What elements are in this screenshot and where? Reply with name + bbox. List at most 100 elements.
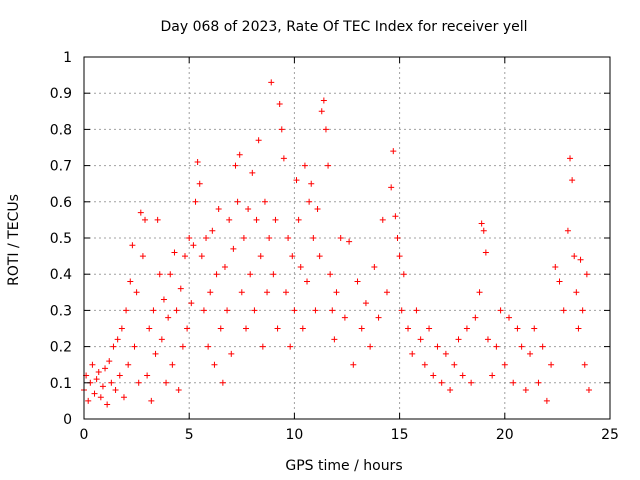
data-point bbox=[234, 198, 241, 205]
data-point bbox=[304, 278, 311, 285]
data-point bbox=[110, 343, 117, 350]
data-point bbox=[131, 343, 138, 350]
y-tick-label: 0.1 bbox=[50, 376, 72, 392]
y-tick-label: 0.9 bbox=[50, 86, 72, 102]
data-point bbox=[438, 379, 445, 386]
data-point bbox=[167, 271, 174, 278]
data-point bbox=[354, 278, 361, 285]
data-point bbox=[539, 343, 546, 350]
data-point bbox=[543, 397, 550, 404]
data-point bbox=[171, 249, 178, 256]
y-tick-label: 0.7 bbox=[50, 159, 72, 175]
data-point bbox=[232, 162, 239, 169]
data-point bbox=[577, 256, 584, 263]
data-point bbox=[463, 325, 470, 332]
data-point bbox=[217, 325, 224, 332]
data-point bbox=[146, 325, 153, 332]
data-point bbox=[85, 397, 92, 404]
data-point bbox=[243, 325, 250, 332]
data-point bbox=[236, 151, 243, 158]
data-point bbox=[484, 336, 491, 343]
y-tick-label: 0.5 bbox=[50, 231, 72, 247]
data-point bbox=[184, 325, 191, 332]
data-point bbox=[215, 206, 222, 213]
data-point bbox=[276, 101, 283, 108]
data-point bbox=[430, 372, 437, 379]
data-point bbox=[501, 361, 508, 368]
data-point bbox=[211, 361, 218, 368]
x-tick-label: 10 bbox=[285, 427, 303, 443]
plot-frame bbox=[83, 56, 611, 420]
data-point bbox=[301, 162, 308, 169]
data-point bbox=[327, 271, 334, 278]
data-point bbox=[268, 79, 275, 86]
data-point bbox=[186, 235, 193, 241]
data-point bbox=[341, 314, 348, 321]
data-point bbox=[240, 235, 247, 241]
data-point bbox=[95, 368, 102, 375]
data-point bbox=[152, 350, 159, 357]
y-tick-labels: 0 0.1 0.2 0.3 0.4 0.5 0.6 0.7 0.8 0.9 1 bbox=[50, 50, 72, 428]
data-point bbox=[405, 325, 412, 332]
data-point bbox=[556, 278, 563, 285]
x-tick-label: 20 bbox=[496, 427, 514, 443]
data-point bbox=[518, 343, 525, 350]
data-point bbox=[207, 289, 214, 296]
data-point bbox=[144, 372, 151, 379]
data-point bbox=[421, 361, 428, 368]
data-point bbox=[129, 242, 136, 249]
data-point bbox=[480, 227, 487, 234]
data-point bbox=[272, 216, 279, 223]
data-point bbox=[295, 216, 302, 223]
data-point bbox=[226, 216, 233, 223]
data-point bbox=[179, 343, 186, 350]
data-point bbox=[333, 289, 340, 296]
data-point bbox=[567, 155, 574, 162]
data-point bbox=[331, 336, 338, 343]
data-point bbox=[409, 350, 416, 357]
data-point bbox=[579, 307, 586, 314]
data-point bbox=[312, 307, 319, 314]
data-point bbox=[497, 307, 504, 314]
data-point bbox=[274, 325, 281, 332]
data-point bbox=[390, 148, 397, 155]
data-point bbox=[156, 271, 163, 278]
data-point bbox=[310, 235, 317, 241]
data-point bbox=[358, 325, 365, 332]
data-point bbox=[133, 289, 140, 296]
data-point bbox=[264, 289, 271, 296]
data-point bbox=[287, 343, 294, 350]
x-tick-label: 0 bbox=[80, 427, 89, 443]
data-point bbox=[282, 289, 289, 296]
data-point bbox=[573, 289, 580, 296]
x-tick-labels: 0 5 10 15 20 25 bbox=[80, 427, 619, 443]
data-point bbox=[325, 162, 332, 169]
y-tick-label: 1 bbox=[63, 50, 72, 66]
data-point bbox=[396, 253, 403, 260]
data-point bbox=[93, 376, 100, 383]
x-axis-label: GPS time / hours bbox=[285, 458, 402, 474]
y-tick-label: 0.3 bbox=[50, 303, 72, 319]
data-point bbox=[163, 379, 170, 386]
data-point bbox=[139, 253, 146, 260]
data-point bbox=[154, 216, 161, 223]
data-point bbox=[112, 387, 119, 394]
data-point bbox=[205, 343, 212, 350]
data-point bbox=[270, 271, 277, 278]
data-point bbox=[293, 177, 300, 184]
data-point bbox=[371, 263, 378, 270]
data-point bbox=[203, 235, 210, 241]
data-point bbox=[560, 307, 567, 314]
data-point bbox=[213, 271, 220, 278]
data-point bbox=[548, 361, 555, 368]
axis-ticks bbox=[83, 56, 611, 420]
y-tick-label: 0.6 bbox=[50, 195, 72, 211]
data-point bbox=[245, 206, 252, 213]
data-point bbox=[350, 361, 357, 368]
data-point bbox=[104, 401, 111, 408]
data-point bbox=[116, 372, 123, 379]
data-point bbox=[388, 184, 395, 191]
data-point bbox=[177, 285, 184, 292]
data-point bbox=[158, 336, 165, 343]
data-point bbox=[114, 336, 121, 343]
